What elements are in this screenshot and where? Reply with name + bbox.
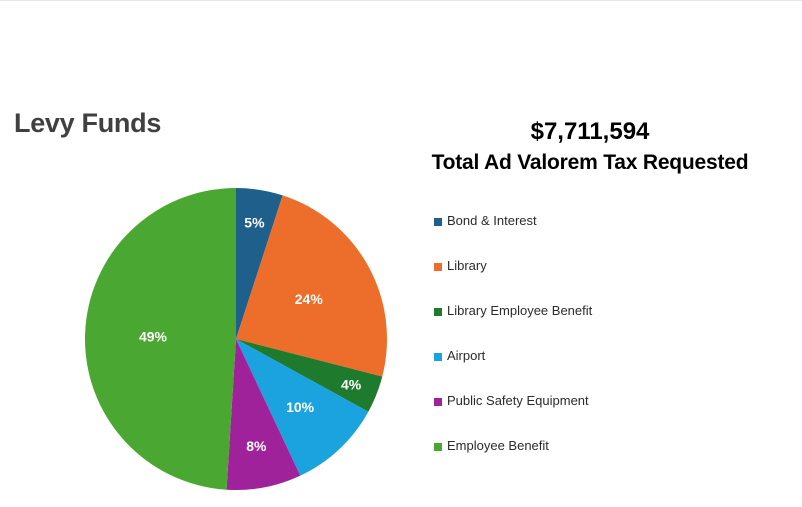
levy-funds-pie-chart: 5% 24% 4% 10% 8% 49%	[85, 188, 387, 490]
legend-item: Airport	[434, 348, 592, 393]
legend-item: Library	[434, 258, 592, 303]
legend-swatch	[434, 443, 442, 451]
pie-slice-employee-benefit	[85, 188, 236, 490]
pie-slice-bond-interest	[236, 188, 283, 339]
pie-label-airport: 10%	[286, 399, 315, 415]
pie-slice-library-employee-benefit	[236, 339, 383, 412]
legend-swatch	[434, 308, 442, 316]
legend-label: Bond & Interest	[447, 213, 537, 228]
legend-label: Airport	[447, 348, 486, 363]
legend-item: Bond & Interest	[434, 213, 592, 258]
legend-item: Public Safety Equipment	[434, 393, 592, 438]
legend-swatch	[434, 353, 442, 361]
legend-label: Library Employee Benefit	[447, 303, 593, 318]
pie-label-library-employee-benefit: 4%	[341, 377, 362, 393]
chart-legend: Bond & Interest Library Library Employee B…	[434, 213, 592, 483]
legend-swatch	[434, 398, 442, 406]
legend-label: Public Safety Equipment	[447, 393, 589, 408]
pie-slice-library	[236, 195, 387, 377]
total-tax-value: $7,711,594	[530, 118, 650, 145]
pie-label-library: 24%	[295, 291, 324, 307]
total-tax-label: Total Ad Valorem Tax Requested	[431, 151, 749, 174]
legend-swatch	[434, 218, 442, 226]
legend-label: Library	[447, 258, 487, 273]
legend-label: Employee Benefit	[447, 438, 549, 453]
top-divider	[0, 0, 802, 1]
page-title: Levy Funds	[14, 108, 162, 138]
pie-label-bond-interest: 5%	[244, 215, 265, 231]
legend-item: Employee Benefit	[434, 438, 592, 483]
pie-label-public-safety-equipment: 8%	[246, 438, 267, 454]
pie-slice-public-safety-equipment	[226, 339, 301, 490]
pie-label-employee-benefit: 49%	[139, 328, 168, 344]
legend-swatch	[434, 263, 442, 271]
pie-slice-airport	[236, 339, 369, 476]
legend-item: Library Employee Benefit	[434, 303, 592, 348]
